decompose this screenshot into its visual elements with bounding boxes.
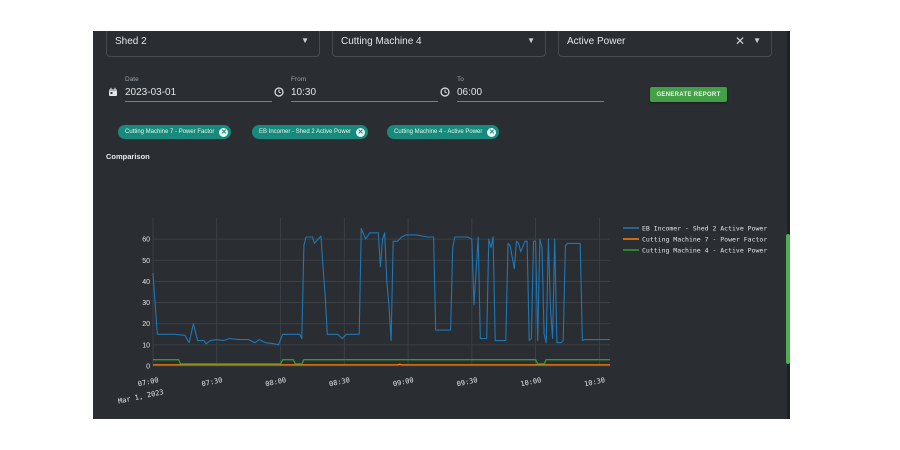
series-line-3	[153, 359, 610, 365]
clock-icon[interactable]	[440, 87, 450, 97]
close-icon[interactable]: ✕	[356, 127, 366, 137]
chevron-down-icon[interactable]: ▼	[527, 36, 535, 45]
x-tick-label: 08:30	[328, 376, 350, 388]
y-tick-label: 50	[142, 258, 150, 265]
panel-edge	[787, 31, 790, 419]
x-tick-label: 07:30	[201, 376, 223, 388]
chip-label: EB Incomer - Shed 2 Active Power	[259, 129, 352, 135]
y-tick-label: 30	[142, 300, 150, 307]
parameter-select-value: Active Power	[567, 36, 626, 47]
comparison-title: Comparison	[106, 152, 150, 161]
series-line-1	[152, 228, 610, 346]
x-tick-label: 10:30	[584, 376, 606, 388]
chip-eb-incomer[interactable]: EB Incomer - Shed 2 Active Power ✕	[252, 125, 369, 139]
scrollbar-thumb[interactable]	[786, 234, 790, 364]
series-line-2	[153, 363, 610, 366]
chevron-down-icon[interactable]: ▼	[301, 36, 309, 45]
legend-label: Cutting Machine 4 - Active Power	[642, 247, 767, 255]
chip-label: Cutting Machine 4 - Active Power	[394, 129, 483, 135]
x-tick-label: 09:00	[392, 376, 414, 388]
machine-select[interactable]: Cutting Machine 4 ▼	[332, 31, 546, 57]
date-underline	[125, 101, 272, 102]
to-time-input[interactable]: 06:00	[457, 87, 483, 98]
x-tick-label: 07:00	[137, 376, 159, 388]
shed-select[interactable]: Shed 2 ▼	[106, 31, 320, 57]
machine-select-value: Cutting Machine 4	[341, 36, 422, 47]
report-panel: Shed 2 ▼ Cutting Machine 4 ▼ Active Powe…	[93, 31, 790, 419]
parameter-select[interactable]: Active Power ✕ ▼	[558, 31, 772, 57]
y-tick-label: 60	[142, 237, 150, 244]
clock-icon[interactable]	[274, 87, 284, 97]
y-tick-label: 0	[146, 364, 150, 371]
to-underline	[457, 101, 604, 102]
close-icon[interactable]: ✕	[219, 127, 229, 137]
y-tick-label: 20	[142, 321, 150, 328]
comparison-chart: 0 10 20 30 40 50 60 07:00 07:30 08:00 08:30 09:00 09…	[117, 218, 767, 406]
date-label: Date	[125, 76, 139, 83]
from-underline	[291, 101, 438, 102]
chip-cm7-power-factor[interactable]: Cutting Machine 7 - Power Factor ✕	[118, 125, 232, 139]
from-label: From	[291, 76, 307, 83]
x-date-label: Mar 1, 2023	[117, 388, 164, 405]
y-tick-label: 10	[142, 342, 150, 349]
legend-label: Cutting Machine 7 - Power Factor	[642, 236, 767, 244]
clear-icon[interactable]: ✕	[734, 34, 745, 48]
from-time-input[interactable]: 10:30	[291, 87, 317, 98]
x-tick-label: 08:00	[265, 376, 287, 388]
to-label: To	[457, 76, 464, 83]
date-input[interactable]: 2023-03-01	[125, 87, 177, 98]
generate-report-button[interactable]: GENERATE REPORT	[650, 87, 727, 102]
calendar-icon[interactable]	[108, 87, 118, 97]
y-tick-label: 40	[142, 279, 150, 286]
shed-select-value: Shed 2	[115, 36, 147, 47]
chevron-down-icon[interactable]: ▼	[753, 36, 761, 45]
x-tick-label: 09:30	[456, 376, 478, 388]
chip-label: Cutting Machine 7 - Power Factor	[125, 129, 215, 135]
legend-label: EB Incomer - Shed 2 Active Power	[642, 225, 767, 233]
x-tick-label: 10:00	[520, 376, 542, 388]
chip-cm4-active-power[interactable]: Cutting Machine 4 - Active Power ✕	[387, 125, 500, 139]
close-icon[interactable]: ✕	[487, 127, 497, 137]
